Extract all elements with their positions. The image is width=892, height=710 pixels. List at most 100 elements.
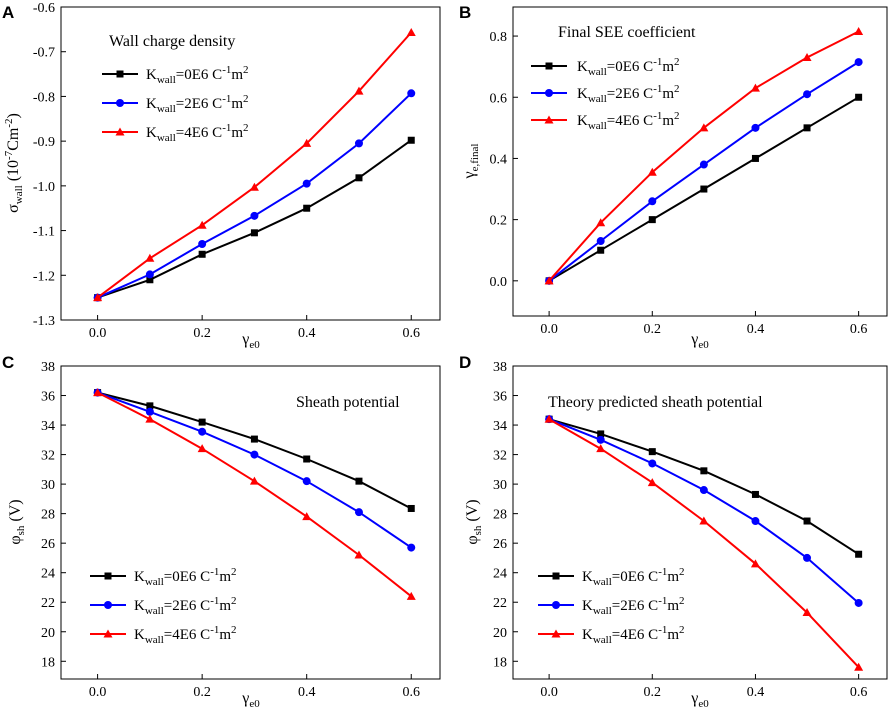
data-point (198, 427, 207, 436)
y-tick-label: 26 (493, 537, 507, 552)
series-4e6-d (544, 414, 864, 671)
data-point (303, 455, 311, 463)
data-point (93, 388, 103, 397)
y-tick-label: 20 (493, 626, 507, 641)
y-tick-label: 18 (493, 655, 507, 670)
data-point (249, 182, 259, 191)
data-point (596, 435, 605, 444)
data-point (648, 448, 656, 456)
data-point (699, 486, 708, 495)
data-point (700, 185, 708, 193)
y-axis-label-c: φsh (V) (7, 499, 27, 544)
legend-item-4e6: Kwall=4E6 C-1m2 (90, 624, 237, 646)
data-point (699, 123, 709, 132)
data-point (648, 216, 656, 224)
y-tick-label: 34 (41, 419, 55, 434)
svg-text:φsh (V): φsh (V) (7, 499, 27, 544)
data-point (249, 476, 259, 485)
svg-text:γe0: γe0 (241, 331, 260, 351)
data-point (855, 550, 863, 558)
y-tick-label: -1.3 (33, 314, 55, 329)
axes-c: 0.0 0.2 0.4 0.6 18 20 22 24 26 28 30 32 34 36 38 (41, 360, 420, 700)
y-tick-label: 38 (493, 360, 507, 375)
y-tick-label: -1.0 (33, 180, 55, 195)
series-line (96, 31, 412, 299)
chart-title-a: Wall charge density (109, 33, 235, 50)
y-tick-label: 30 (41, 478, 55, 493)
y-tick-label: 18 (41, 655, 55, 670)
data-point (198, 239, 207, 248)
y-tick-label: 38 (41, 360, 55, 375)
x-tick-label: 0.0 (89, 685, 107, 700)
data-point (699, 516, 709, 525)
data-point (145, 253, 155, 262)
y-tick-label: -1.2 (33, 269, 55, 284)
data-point (407, 89, 416, 98)
legend-item-4e6: Kwall=4E6 C-1m2 (538, 624, 685, 646)
x-tick-label: 0.6 (402, 326, 420, 341)
data-point (302, 477, 311, 486)
svg-text:Kwall=4E6 C-1m2: Kwall=4E6 C-1m2 (582, 624, 685, 646)
data-point (750, 559, 760, 568)
data-point (750, 83, 760, 92)
data-point (596, 444, 606, 453)
y-tick-label: 30 (493, 478, 507, 493)
data-point (197, 444, 207, 453)
legend-item-2e6: Kwall=2E6 C-1m2 (538, 595, 685, 617)
data-point (145, 270, 154, 279)
x-tick-label: 0.6 (850, 322, 868, 337)
y-tick-label: -0.7 (33, 46, 55, 61)
svg-text:γe0: γe0 (241, 690, 260, 710)
axes-d: 0.0 0.2 0.4 0.6 18 20 22 24 26 28 30 32 34 36 38 (493, 360, 867, 700)
y-tick-label: 0.2 (490, 214, 508, 229)
data-point (406, 27, 416, 36)
svg-text:φsh (V): φsh (V) (464, 499, 484, 544)
legend-item-4e6: Kwall=4E6 C-1m2 (531, 110, 680, 132)
series-2e6-c (93, 388, 416, 552)
data-point (544, 414, 554, 423)
y-tick-label: -0.6 (33, 1, 55, 16)
plot-frame-c (60, 365, 441, 680)
axes-b: 0.0 0.2 0.4 0.6 0.0 0.2 0.4 0.6 0.8 (490, 30, 868, 337)
plot-frame-d (512, 365, 888, 680)
y-tick-label: 28 (493, 508, 507, 523)
series-line (548, 418, 860, 668)
y-tick-label: -0.8 (33, 90, 55, 105)
x-tick-label: 0.6 (402, 685, 420, 700)
series-2e6-a (93, 89, 416, 302)
panel-a: A Wall charge density γe0 σwall (10-7Cm-… (2, 1, 441, 351)
data-point (145, 407, 154, 416)
y-tick-label: 28 (41, 508, 55, 523)
data-point (303, 204, 311, 212)
x-tick-label: 0.4 (298, 685, 316, 700)
data-point (93, 293, 103, 302)
series-0e6-a (94, 136, 415, 302)
y-tick-label: 36 (41, 390, 55, 405)
data-point (648, 197, 657, 206)
y-tick-label: -0.9 (33, 135, 55, 150)
data-point (146, 402, 154, 410)
data-point (751, 154, 759, 162)
series-4e6-c (93, 388, 416, 600)
data-point (250, 450, 259, 459)
series-line (97, 92, 412, 299)
x-tick-label: 0.4 (747, 322, 765, 337)
y-tick-label: 0.8 (490, 30, 508, 45)
data-point (354, 550, 364, 559)
y-axis-label-a: σwall (10-7Cm-2) (3, 113, 25, 213)
data-point (407, 136, 415, 144)
data-point (854, 58, 863, 67)
legend-item-4e6: Kwall=4E6 C-1m2 (102, 122, 249, 144)
y-tick-label: 32 (41, 449, 55, 464)
y-axis-label-b: γe,final (461, 144, 481, 180)
panel-letter-b: B (459, 3, 471, 22)
svg-text:Kwall=4E6 C-1m2: Kwall=4E6 C-1m2 (577, 110, 680, 132)
svg-text:Kwall=0E6 C-1m2: Kwall=0E6 C-1m2 (577, 56, 680, 78)
svg-text:Kwall=4E6 C-1m2: Kwall=4E6 C-1m2 (134, 624, 237, 646)
x-tick-label: 0.2 (193, 326, 211, 341)
data-point (250, 435, 258, 443)
data-point (803, 90, 812, 99)
data-point (145, 414, 155, 423)
y-tick-label: 36 (493, 390, 507, 405)
